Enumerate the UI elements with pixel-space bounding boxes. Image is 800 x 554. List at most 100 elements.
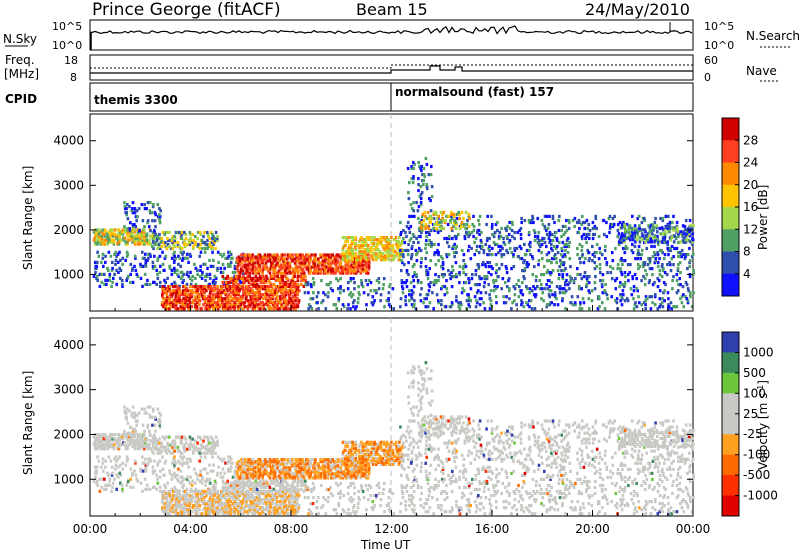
power-cell: [296, 287, 299, 291]
power-cell: [176, 242, 180, 247]
velocity-cell: [247, 489, 251, 493]
power-cell: [252, 282, 255, 286]
power-cell: [303, 263, 307, 267]
power-cell: [288, 282, 292, 286]
power-cell: [659, 232, 663, 236]
velocity-cell: [106, 443, 109, 447]
power-cell: [273, 259, 277, 263]
power-cell: [313, 263, 317, 267]
power-cell: [258, 278, 262, 282]
power-cell: [428, 216, 431, 221]
power-cell: [507, 232, 511, 237]
velocity-cell: [221, 459, 224, 463]
power-cell: [216, 301, 219, 305]
power-cell: [249, 282, 253, 286]
power-cell: [465, 222, 469, 227]
velocity-cell: [152, 445, 155, 449]
power-cell: [661, 297, 664, 301]
power-cell: [258, 287, 262, 291]
power-cell: [180, 246, 184, 251]
power-cell: [543, 224, 547, 229]
power-cell: [284, 271, 287, 275]
velocity-cell: [191, 494, 194, 498]
power-cell: [660, 265, 664, 269]
power-cell: [246, 287, 250, 291]
velocity-cell: [222, 481, 226, 485]
power-cell: [406, 253, 410, 257]
power-cell: [561, 275, 564, 279]
velocity-cell: [104, 465, 107, 469]
power-cell: [281, 274, 284, 278]
velocity-cell: [216, 496, 220, 500]
power-cell: [231, 276, 234, 280]
power-cell: [658, 257, 661, 261]
power-cell: [297, 255, 300, 259]
power-cell: [344, 267, 348, 271]
power-cell: [251, 299, 255, 303]
power-cell: [331, 269, 335, 273]
power-cell: [502, 253, 506, 257]
power-cell: [175, 289, 179, 293]
power-cell: [145, 240, 149, 244]
power-colorbar-tick-label-0: 28: [743, 133, 758, 147]
velocity-cell: [180, 437, 184, 441]
power-cell: [198, 299, 202, 303]
power-cell: [679, 253, 683, 257]
velocity-cell: [143, 461, 146, 465]
power-cell: [262, 265, 265, 269]
velocity-cell: [183, 443, 186, 447]
power-cell: [194, 234, 197, 239]
power-cell: [482, 248, 486, 253]
power-cell: [530, 218, 533, 223]
power-cell: [520, 220, 523, 225]
power-cell: [203, 295, 206, 299]
power-cell: [331, 253, 334, 257]
power-cell: [161, 250, 164, 254]
power-cell: [287, 297, 291, 301]
velocity-cell: [202, 508, 205, 512]
power-cell: [254, 255, 257, 259]
power-cell: [217, 295, 220, 299]
power-cell: [271, 293, 275, 297]
power-cell: [551, 238, 555, 243]
power-cell: [437, 214, 440, 218]
velocity-cell: [191, 445, 194, 449]
power-cell: [610, 222, 614, 227]
power-cell: [670, 236, 674, 240]
power-cell: [520, 216, 523, 221]
power-cell: [229, 264, 232, 268]
power-cell: [439, 255, 443, 259]
power-cell: [302, 278, 305, 282]
power-cell: [213, 297, 216, 301]
velocity-cell: [94, 439, 97, 443]
power-cell: [284, 284, 287, 288]
power-cell: [439, 228, 442, 233]
velocity-cell: [293, 502, 296, 506]
power-cell: [181, 252, 184, 256]
power-cell: [295, 289, 298, 293]
power-cell: [440, 299, 443, 303]
power-cell: [246, 274, 250, 278]
power-cell: [276, 253, 279, 257]
station-title: Prince George (fitACF): [92, 0, 281, 20]
power-cell: [490, 224, 494, 229]
velocity-cell: [160, 508, 164, 512]
power-cell: [191, 246, 195, 251]
velocity-cell: [225, 487, 228, 491]
power-cell: [597, 257, 601, 261]
velocity-cell: [159, 469, 162, 473]
power-cell: [476, 230, 479, 235]
velocity-cell: [280, 496, 283, 500]
power-cell: [366, 283, 369, 287]
power-cell: [178, 299, 181, 303]
power-cell: [511, 234, 514, 239]
power-cell: [388, 254, 391, 258]
power-cell: [291, 255, 294, 259]
power-cell: [229, 280, 233, 284]
power-cell: [173, 236, 177, 241]
power-cell: [380, 244, 384, 248]
power-cell: [303, 255, 307, 259]
power-cell: [492, 240, 496, 245]
velocity-cell: [114, 455, 118, 459]
power-cell: [353, 287, 356, 291]
